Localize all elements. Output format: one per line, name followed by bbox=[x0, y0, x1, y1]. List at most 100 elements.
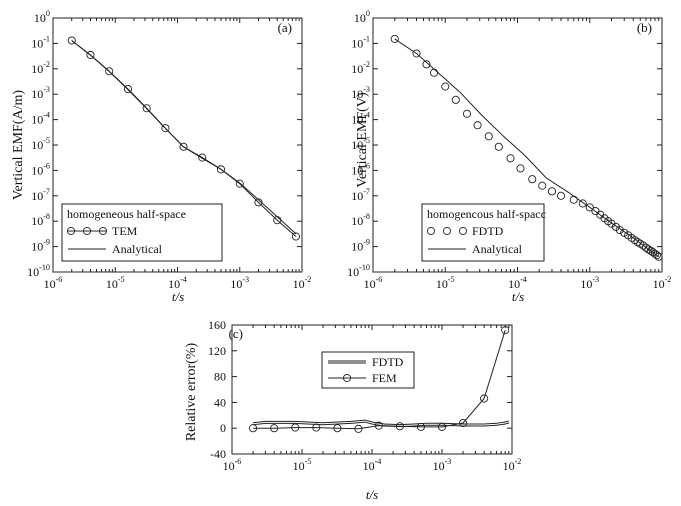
legend-marker bbox=[442, 226, 452, 236]
series-line bbox=[71, 40, 297, 235]
y-tick-label: 10-9 bbox=[31, 238, 50, 254]
x-tick-label: 10-4 bbox=[168, 275, 187, 291]
data-point bbox=[412, 49, 421, 58]
data-point bbox=[615, 225, 624, 235]
y-tick-label: 10-6 bbox=[31, 161, 50, 177]
y-tick-label: 10-5 bbox=[31, 136, 50, 152]
data-point bbox=[459, 418, 468, 428]
data-point bbox=[654, 252, 663, 261]
legend-marker bbox=[426, 226, 436, 236]
legend-marker bbox=[98, 226, 108, 236]
legend-label: FDTD bbox=[372, 355, 404, 369]
data-point bbox=[235, 179, 244, 188]
data-point bbox=[652, 251, 661, 260]
y-tick-label: 10-3 bbox=[351, 85, 370, 101]
data-point bbox=[538, 181, 547, 190]
y-tick-label: 10-4 bbox=[351, 111, 370, 127]
data-point bbox=[105, 67, 114, 76]
data-point bbox=[291, 423, 300, 432]
x-tick-label: 10-3 bbox=[580, 275, 599, 291]
data-point bbox=[451, 95, 460, 104]
legend-label: FDTD bbox=[472, 224, 504, 238]
data-point bbox=[506, 154, 515, 163]
panel-label: (b) bbox=[637, 20, 652, 35]
legend-box bbox=[321, 351, 415, 389]
y-tick-label: 120 bbox=[208, 344, 226, 358]
legend-box bbox=[421, 203, 545, 262]
legend-marker bbox=[342, 373, 352, 383]
data-point bbox=[578, 199, 587, 208]
data-point bbox=[198, 153, 207, 162]
panel-label: (a) bbox=[278, 20, 292, 35]
data-point bbox=[547, 187, 557, 196]
data-point bbox=[639, 241, 648, 250]
x-tick-label: 10-3 bbox=[433, 457, 452, 473]
data-point bbox=[416, 422, 425, 431]
data-point bbox=[585, 203, 594, 212]
panel-b: 10-6 10-5 10-4 10-3 10-2 100 10-1 10-2 10-3 10-4 1… bbox=[347, 9, 671, 304]
x-tick-label: 10-6 bbox=[364, 275, 383, 291]
data-point bbox=[462, 109, 472, 118]
series-line-inner bbox=[253, 420, 509, 427]
data-point bbox=[528, 175, 537, 184]
y-tick-label: 40 bbox=[214, 395, 226, 409]
legend: homogencous half-spacc FDTD Analytical bbox=[421, 203, 546, 262]
data-point bbox=[620, 228, 629, 237]
data-point bbox=[291, 232, 301, 241]
x-tick-label: 10-5 bbox=[293, 457, 312, 473]
data-point bbox=[390, 34, 399, 43]
data-point bbox=[422, 60, 431, 69]
data-point bbox=[556, 191, 566, 200]
series-fdtd bbox=[390, 34, 663, 261]
y-tick-label: 10-1 bbox=[31, 34, 50, 50]
data-point bbox=[142, 104, 151, 113]
data-point bbox=[395, 422, 404, 431]
data-point bbox=[216, 165, 226, 174]
legend-label: Analytical bbox=[112, 242, 163, 256]
y-tick-label: 10-2 bbox=[31, 60, 50, 76]
data-point bbox=[484, 132, 493, 141]
panel-label: (c) bbox=[229, 326, 243, 341]
x-tick-label: 10-2 bbox=[653, 275, 672, 291]
y-tick-label: 10-2 bbox=[351, 60, 370, 76]
data-point bbox=[86, 50, 95, 60]
data-point bbox=[161, 124, 170, 133]
x-tick-label: 10-5 bbox=[436, 275, 455, 291]
data-point bbox=[501, 326, 510, 335]
legend-title: homogencous half-spacc bbox=[427, 207, 546, 221]
x-axis-label: t/s bbox=[366, 487, 378, 502]
data-point bbox=[354, 424, 363, 433]
y-tick-label: 10-5 bbox=[351, 136, 370, 152]
x-tick-label: 10-4 bbox=[363, 457, 382, 473]
y-tick-label: 10-10 bbox=[347, 263, 370, 279]
y-axis-label: Vertical EMF(V) bbox=[355, 92, 370, 188]
data-point bbox=[644, 245, 653, 254]
y-tick-label: 100 bbox=[34, 9, 50, 25]
x-tick-label: 10-5 bbox=[106, 275, 125, 291]
y-axis-label: Vertical EMF(A/m) bbox=[11, 90, 26, 200]
series-fem bbox=[249, 326, 510, 433]
legend-marker bbox=[66, 226, 76, 236]
data-point bbox=[494, 142, 503, 151]
y-tick-label: 10-3 bbox=[31, 85, 50, 101]
x-tick-label: 10-4 bbox=[508, 275, 527, 291]
legend: homogeneous half-space TEM Analytical bbox=[61, 203, 223, 262]
data-point bbox=[270, 424, 279, 433]
y-tick-label: 10-1 bbox=[351, 34, 370, 50]
legend-label: FEM bbox=[372, 371, 397, 385]
x-axis-label: t/s bbox=[172, 289, 184, 304]
series-analytical bbox=[71, 40, 297, 235]
y-tick-label: 100 bbox=[354, 9, 370, 25]
y-tick-label: 0 bbox=[220, 421, 226, 435]
x-tick-label: 10-6 bbox=[44, 275, 63, 291]
legend-marker bbox=[458, 226, 468, 236]
data-point bbox=[516, 164, 525, 173]
x-tick-label: 10-6 bbox=[223, 457, 242, 473]
data-point bbox=[473, 121, 482, 130]
data-point bbox=[646, 246, 655, 255]
data-point bbox=[67, 36, 76, 45]
series-fdtd bbox=[252, 419, 510, 428]
legend-label: Analytical bbox=[472, 242, 523, 256]
legend-title: homogeneous half-space bbox=[67, 207, 186, 221]
